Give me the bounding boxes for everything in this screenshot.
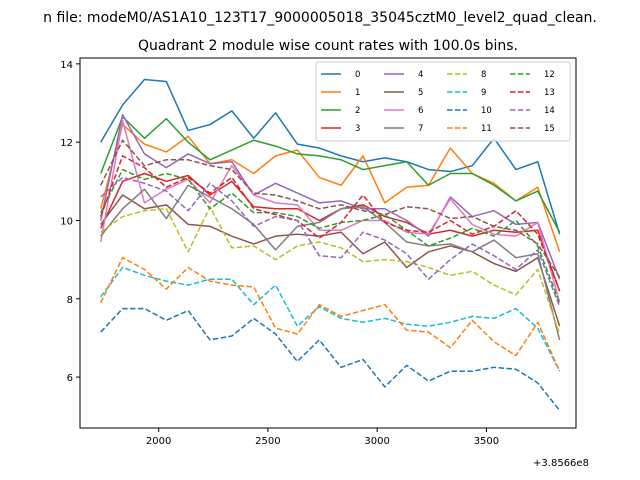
plot-area [79,57,577,429]
x-tick-label: 2000 [146,436,171,447]
series-line-4 [100,114,561,280]
chart-title: Quadrant 2 module wise count rates with … [138,38,518,54]
series-line-15 [100,139,561,278]
legend-label-5: 5 [418,88,423,98]
series-line-10 [100,307,561,411]
axes-frame [79,57,577,429]
legend-label-0: 0 [355,70,360,80]
series-line-0 [100,78,561,235]
legend-label-1: 1 [355,88,360,98]
legend-label-10: 10 [481,106,492,116]
legend-label-8: 8 [481,70,486,80]
series-line-5 [100,194,561,327]
legend-label-6: 6 [418,106,423,116]
y-axis: 6 8 10 12 14 [60,60,80,384]
series-line-8 [100,206,561,335]
series-line-1 [100,123,561,253]
x-tick-label: 3000 [364,436,389,447]
legend-label-14: 14 [544,106,555,116]
series-line-11 [100,256,561,372]
series-line-3 [100,172,561,292]
y-tick-label: 10 [60,216,73,227]
legend-label-11: 11 [481,124,492,134]
x-axis: 2000 2500 3000 3500 [146,428,499,447]
series-line-13 [100,155,561,292]
legend-label-4: 4 [418,70,423,80]
series-layer [100,78,561,411]
legend-label-9: 9 [481,88,486,98]
y-tick-label: 12 [60,138,73,149]
legend-label-7: 7 [418,124,423,134]
y-tick-label: 14 [60,60,73,71]
legend-label-2: 2 [355,106,360,116]
x-tick-label: 3500 [474,436,499,447]
legend-label-13: 13 [544,88,555,98]
legend-label-15: 15 [544,124,555,134]
y-tick-label: 6 [67,373,73,384]
x-tick-label: 2500 [255,436,280,447]
series-line-12 [100,168,561,303]
chart-suptitle: n file: modeM0/AS1A10_123T17_9000005018_… [43,10,597,26]
legend-label-3: 3 [355,124,360,134]
y-tick-label: 8 [67,295,73,306]
series-line-2 [100,115,561,233]
legend-label-12: 12 [544,70,555,80]
series-line-14 [100,176,561,307]
legend-box [315,61,571,142]
x-offset-label: +3.8566e8 [533,458,589,469]
series-line-9 [100,266,561,372]
